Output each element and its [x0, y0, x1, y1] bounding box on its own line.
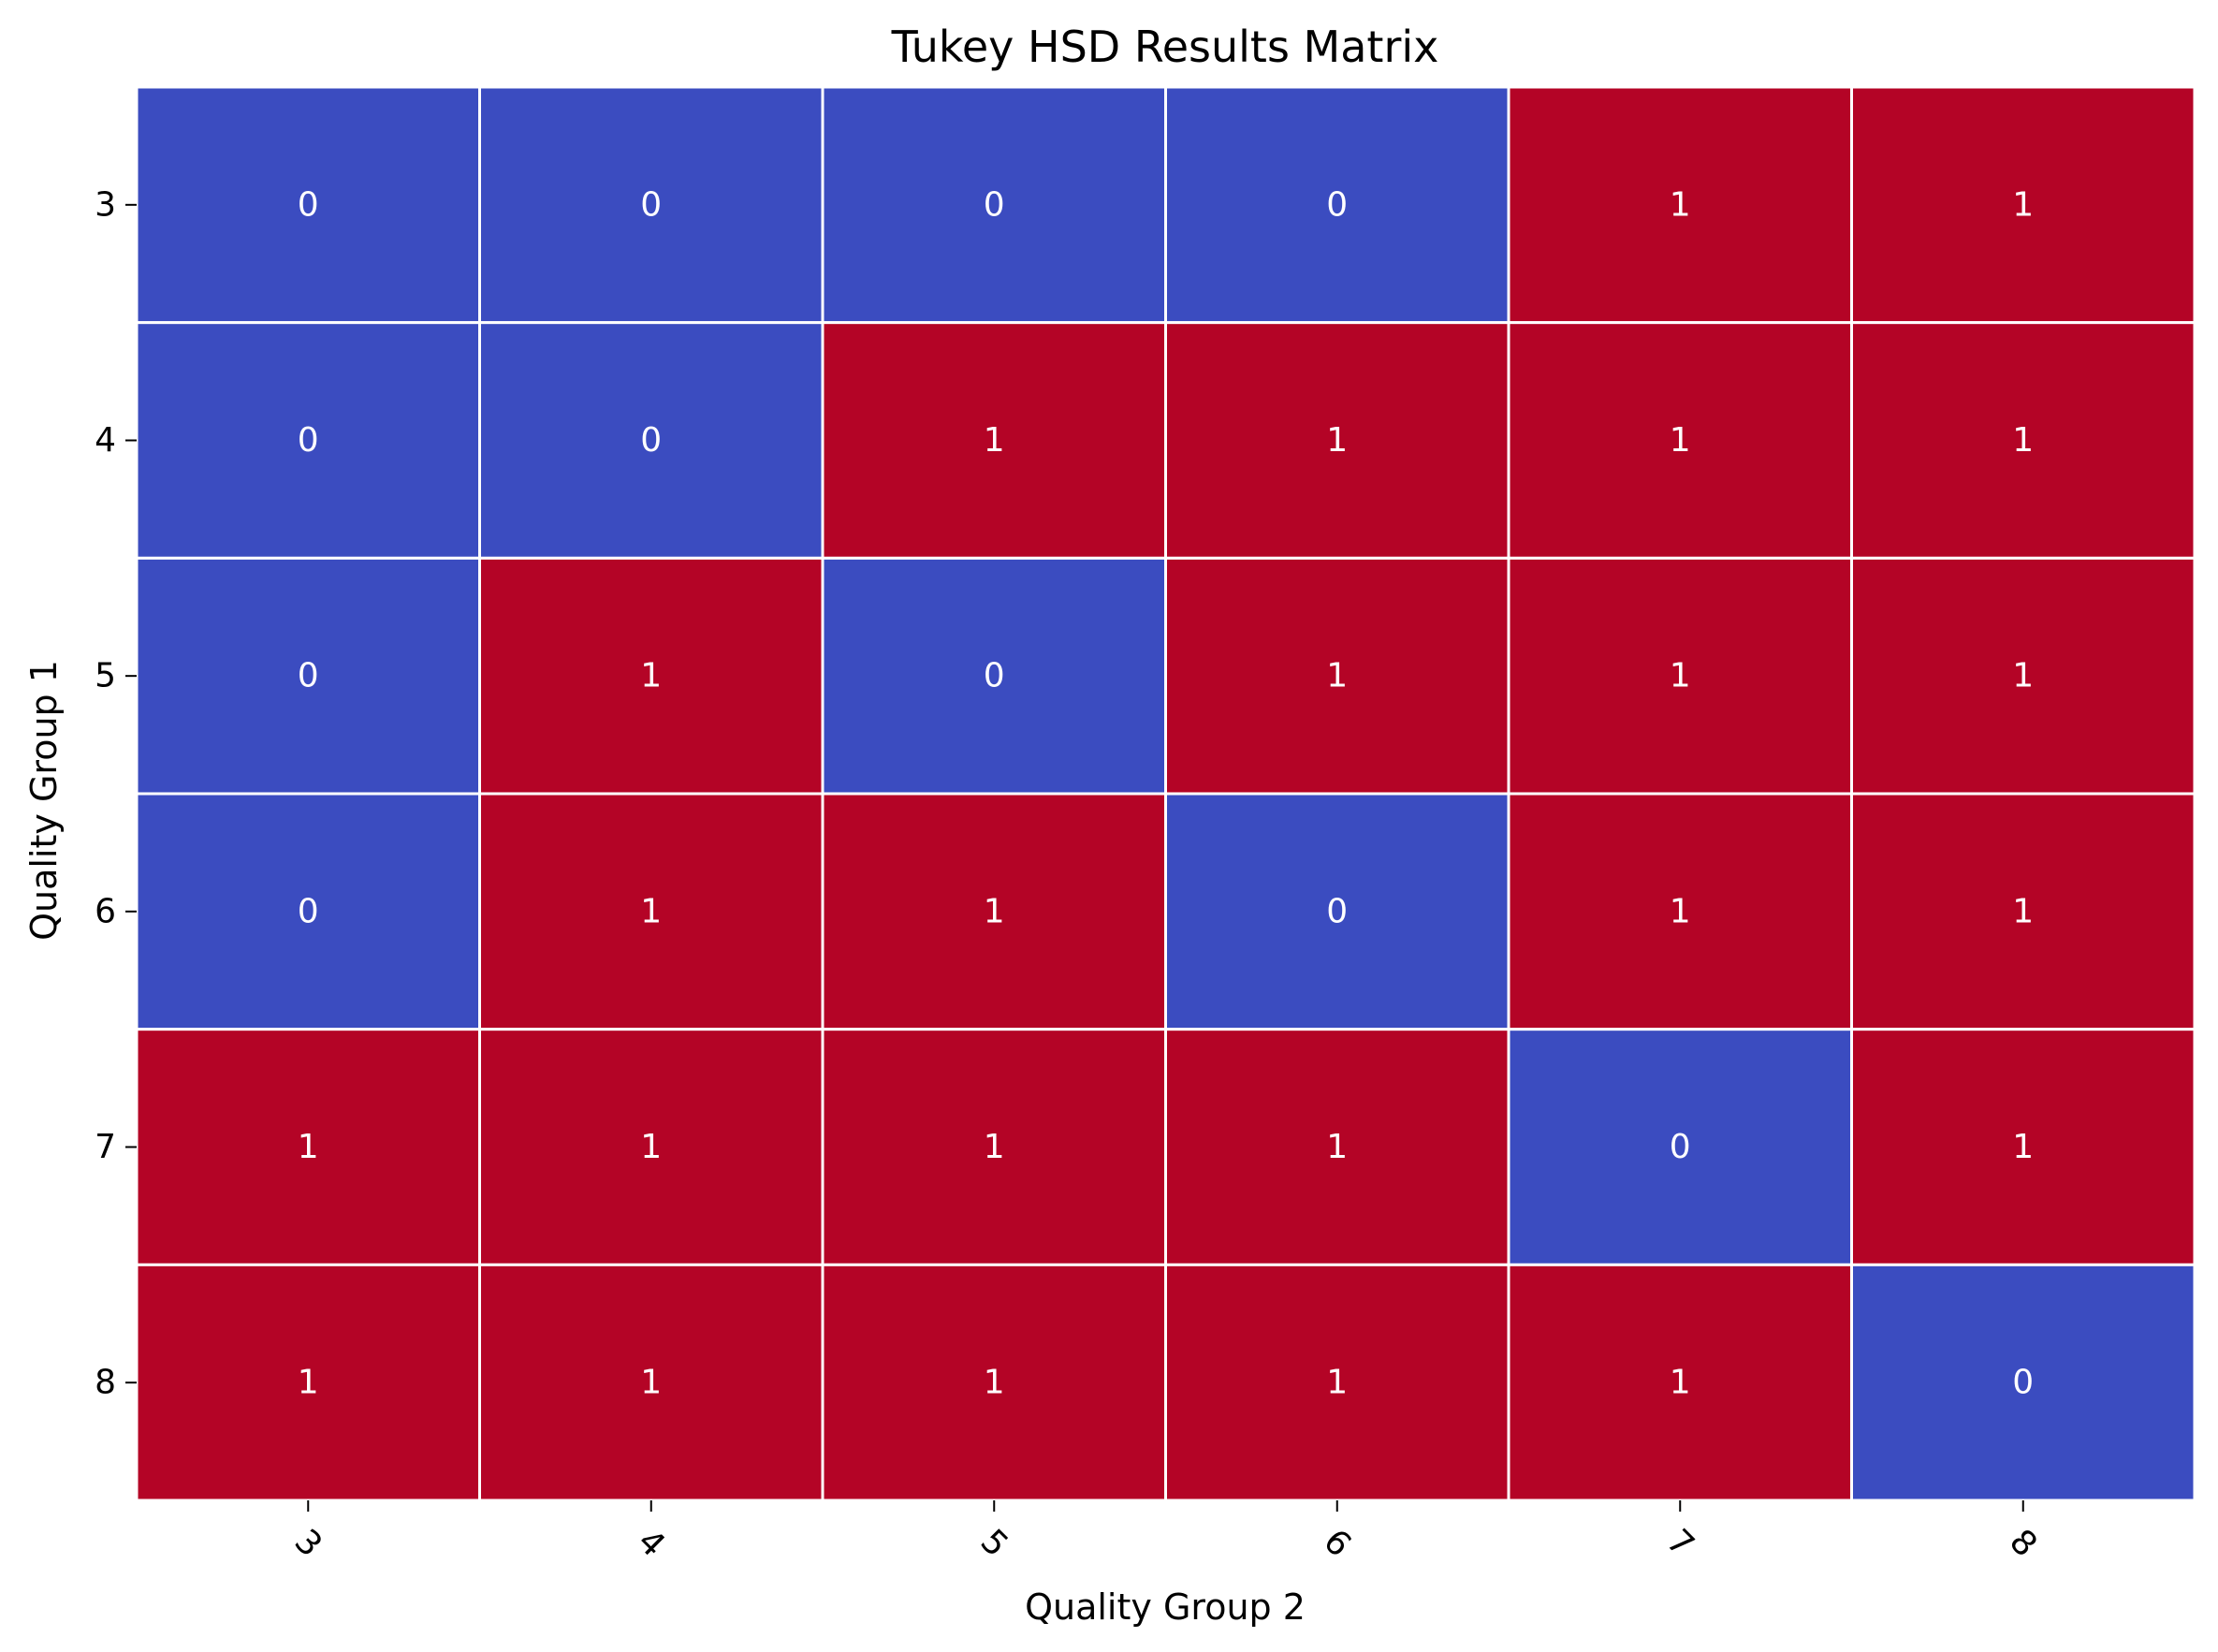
heatmap-cell [478, 85, 824, 325]
cell-value-label: 0 [298, 892, 319, 930]
heatmap-cell [821, 1028, 1167, 1266]
cell-value-label: 1 [2012, 657, 2034, 695]
cell-value-label: 0 [1326, 892, 1348, 930]
cell-value-label: 1 [984, 1128, 1005, 1166]
cell-value-label: 0 [1670, 1128, 1691, 1166]
y-tick-label: 3 [95, 185, 116, 224]
heatmap-cell [135, 556, 481, 796]
cell-value-label: 0 [2012, 1364, 2034, 1402]
cell-value-label: 0 [298, 185, 319, 224]
heatmap-cell [1164, 792, 1510, 1031]
cell-value-label: 1 [1670, 1364, 1691, 1402]
heatmap-cell [135, 1263, 481, 1502]
cell-value-label: 1 [2012, 185, 2034, 224]
y-tick-label: 8 [95, 1364, 116, 1402]
heatmap-cell [478, 556, 824, 796]
x-tick-label: 7 [1659, 1522, 1701, 1564]
heatmap-cell [1164, 321, 1510, 560]
heatmap-cell [478, 792, 824, 1031]
heatmap-cell [821, 85, 1167, 325]
heatmap-cell [1507, 1028, 1853, 1266]
chart-title: Tukey HSD Results Matrix [891, 22, 1439, 72]
heatmap-cell [135, 792, 481, 1031]
heatmap-cell [1507, 792, 1853, 1031]
cell-value-label: 1 [1670, 892, 1691, 930]
heatmap-cell [1507, 85, 1853, 325]
cell-value-label: 0 [640, 421, 662, 460]
cell-value-label: 1 [984, 892, 1005, 930]
heatmap-cell [1850, 1263, 2196, 1502]
cell-value-label: 1 [640, 892, 662, 930]
cell-value-label: 1 [984, 1364, 1005, 1402]
cell-value-label: 1 [1670, 657, 1691, 695]
cell-value-label: 1 [1326, 657, 1348, 695]
y-tick-label: 4 [95, 421, 116, 460]
heatmap-cell [1164, 556, 1510, 796]
heatmap-cell [1164, 85, 1510, 325]
x-tick-label: 8 [2002, 1522, 2044, 1564]
cell-value-label: 1 [640, 657, 662, 695]
y-tick-label: 5 [95, 657, 116, 695]
x-axis-label: Quality Group 2 [1025, 1586, 1306, 1628]
x-tick-label: 5 [973, 1522, 1015, 1564]
heatmap-cell [135, 85, 481, 325]
heatmap-cell [1507, 1263, 1853, 1502]
x-tick-label: 4 [630, 1522, 672, 1564]
cell-value-label: 1 [640, 1364, 662, 1402]
cell-value-label: 0 [298, 657, 319, 695]
cell-value-label: 0 [984, 657, 1005, 695]
y-tick-label: 7 [95, 1128, 116, 1166]
heatmap-cell [478, 321, 824, 560]
cell-value-label: 1 [298, 1128, 319, 1166]
cell-value-label: 1 [1326, 1128, 1348, 1166]
x-axis: 3 4 5 6 7 8 [287, 1500, 2044, 1565]
cell-value-label: 0 [640, 185, 662, 224]
cell-value-label: 1 [1670, 421, 1691, 460]
cell-value-label: 1 [640, 1128, 662, 1166]
cell-value-label: 1 [2012, 421, 2034, 460]
y-axis-label: Quality Group 1 [23, 660, 65, 941]
heatmap-cell [821, 792, 1167, 1031]
cell-value-label: 0 [1326, 185, 1348, 224]
cell-value-label: 1 [1670, 185, 1691, 224]
heatmap-cell [1850, 85, 2196, 325]
heatmap-cell [1507, 556, 1853, 796]
cell-value-label: 1 [1326, 1364, 1348, 1402]
y-tick-label: 6 [95, 892, 116, 930]
cell-value-label: 1 [1326, 421, 1348, 460]
cell-value-label: 0 [298, 421, 319, 460]
heatmap-cells: 0 0 0 0 1 1 0 0 1 1 1 1 0 1 0 1 1 1 0 1 1 0 1 1 1 1 1 1 0 1 1 1 1 1 1 0 [135, 85, 2196, 1502]
cell-value-label: 0 [984, 185, 1005, 224]
heatmap-cell [821, 556, 1167, 796]
cell-value-label: 1 [2012, 1128, 2034, 1166]
cell-value-label: 1 [2012, 892, 2034, 930]
cell-value-label: 1 [984, 421, 1005, 460]
heatmap-cell [1164, 1028, 1510, 1266]
heatmap-cell [1850, 556, 2196, 796]
y-axis: 3 4 5 6 7 8 [95, 185, 137, 1402]
heatmap-cell [1850, 1028, 2196, 1266]
x-tick-label: 3 [287, 1522, 329, 1564]
cell-value-label: 1 [298, 1364, 319, 1402]
heatmap-cell [135, 1028, 481, 1266]
heatmap-cell [1850, 792, 2196, 1031]
x-tick-label: 6 [1316, 1522, 1358, 1564]
heatmap-cell [1850, 321, 2196, 560]
